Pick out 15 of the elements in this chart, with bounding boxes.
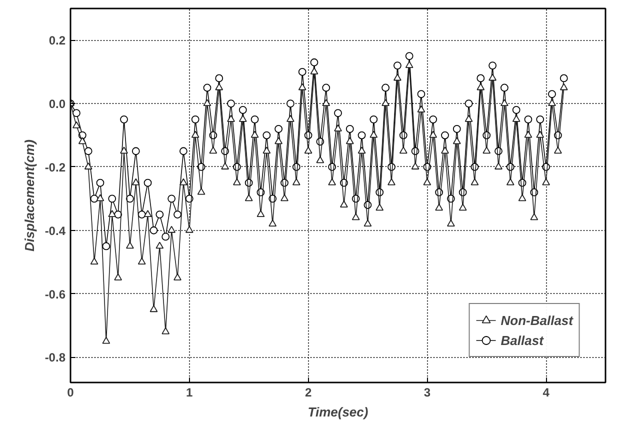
y-tick-label: -0.2 [44,160,66,174]
x-tick-label: 1 [186,386,194,400]
y-tick-label: 0.0 [48,97,66,112]
legend-label: Ballast [500,332,544,348]
y-tick-label: 0.2 [48,34,66,48]
y-tick-label: -0.8 [44,350,66,365]
y-tick-label: -0.4 [44,224,66,238]
x-axis-title: Time(sec) [308,404,368,420]
x-tick-label: 4 [542,386,550,400]
x-tick-label: 0 [67,386,74,400]
x-tick-label: 2 [304,386,312,400]
x-tick-label: 3 [424,386,431,400]
y-tick-label: -0.6 [44,287,66,302]
y-axis-title: Displacement(cm) [22,140,37,252]
legend-label: Non-Ballast [500,312,573,328]
